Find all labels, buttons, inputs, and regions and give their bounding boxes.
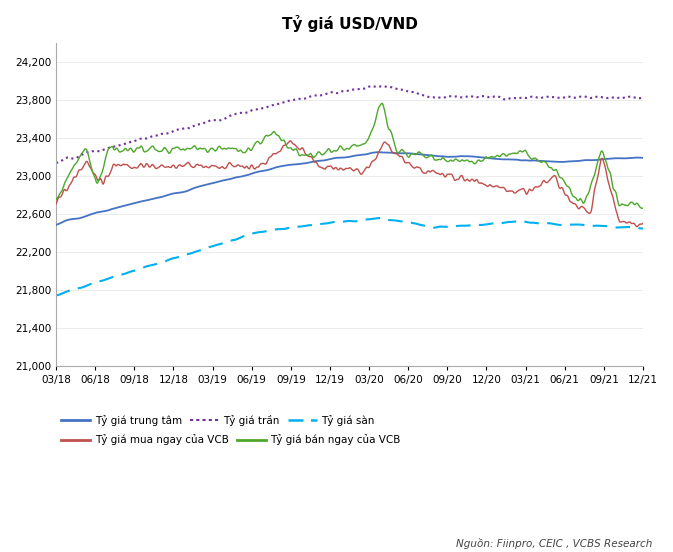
Title: Tỷ giá USD/VND: Tỷ giá USD/VND [281, 15, 417, 32]
Legend: Tỷ giá mua ngay của VCB, Tỷ giá bán ngay của VCB: Tỷ giá mua ngay của VCB, Tỷ giá bán ngay… [61, 434, 400, 445]
Text: Nguồn: Fiinpro, CEIC , VCBS Research: Nguồn: Fiinpro, CEIC , VCBS Research [456, 538, 653, 549]
